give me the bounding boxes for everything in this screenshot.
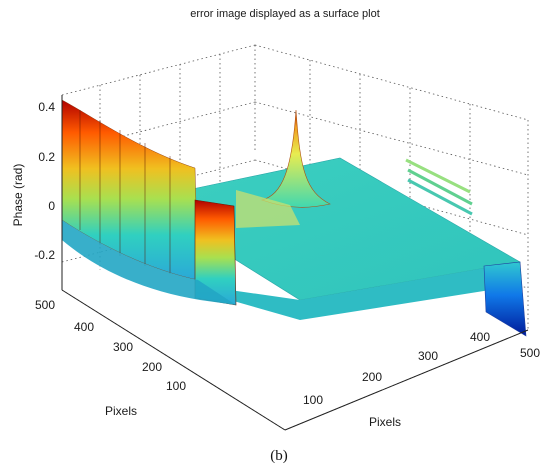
surface-spike-base	[236, 190, 300, 228]
z-tick-label: 0.2	[38, 150, 55, 164]
y-tick-label: 400	[74, 320, 94, 334]
surface-front-band	[230, 262, 522, 320]
y-tick-label: 300	[113, 340, 133, 354]
figure-caption: (b)	[270, 448, 288, 464]
x-tick-label: 400	[470, 330, 490, 344]
z-tick-label: 0.4	[38, 100, 55, 114]
surface-ramp-floor	[62, 220, 236, 305]
surface-ramp-steps	[79, 110, 171, 274]
y-tick-label: 200	[142, 360, 162, 374]
y-tick-label: 100	[166, 379, 186, 393]
x-tick-label: 100	[303, 393, 323, 407]
surface-right-drop	[483, 261, 527, 337]
x-axis-label: Pixels	[369, 415, 401, 429]
y-axis-line	[61, 289, 286, 431]
x-tick-label: 300	[418, 349, 438, 363]
z-axis-label: Phase (rad)	[11, 164, 25, 227]
y-axis: 500 400 300 200 100 Pixels	[35, 289, 286, 431]
x-tick-label: 500	[520, 346, 540, 360]
surface-central-spike	[260, 109, 331, 208]
x-tick-label: 200	[362, 370, 382, 384]
x-axis: 100 200 300 400 500 Pixels	[284, 329, 540, 431]
z-tick-label: -0.2	[34, 248, 55, 262]
z-tick-label: 0	[48, 199, 55, 213]
x-axis-line	[284, 329, 529, 431]
z-axis: 0.4 0.2 0 -0.2 Phase (rad)	[11, 95, 63, 290]
y-axis-label: Pixels	[105, 404, 137, 418]
surface-right-ridges	[405, 158, 473, 216]
y-tick-label: 500	[35, 298, 55, 312]
chart-title: error image displayed as a surface plot	[190, 8, 380, 20]
surface	[61, 99, 527, 337]
